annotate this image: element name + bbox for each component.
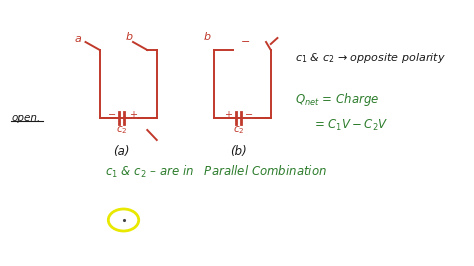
Text: −: −: [245, 110, 253, 120]
Text: +: +: [129, 110, 137, 120]
Text: $c_1$ & $c_2$ → opposite polarity: $c_1$ & $c_2$ → opposite polarity: [294, 51, 445, 65]
Text: $c_1$ & $c_2$ – are in   Parallel Combination: $c_1$ & $c_2$ – are in Parallel Combinat…: [104, 164, 327, 180]
Text: (b): (b): [230, 145, 247, 158]
Text: a: a: [74, 34, 82, 44]
Text: −: −: [108, 110, 116, 120]
Text: (a): (a): [113, 145, 130, 158]
Text: = $C_1 V - C_2 V$: = $C_1 V - C_2 V$: [313, 118, 388, 132]
Text: open.: open.: [11, 113, 41, 123]
Text: b: b: [126, 32, 133, 42]
Text: $c_2$: $c_2$: [116, 124, 128, 136]
Text: $Q_{net}$ = Charge: $Q_{net}$ = Charge: [294, 92, 379, 109]
Text: b: b: [203, 32, 210, 42]
Text: −: −: [240, 37, 250, 47]
Text: $c_2$: $c_2$: [233, 124, 244, 136]
Text: +: +: [224, 110, 232, 120]
